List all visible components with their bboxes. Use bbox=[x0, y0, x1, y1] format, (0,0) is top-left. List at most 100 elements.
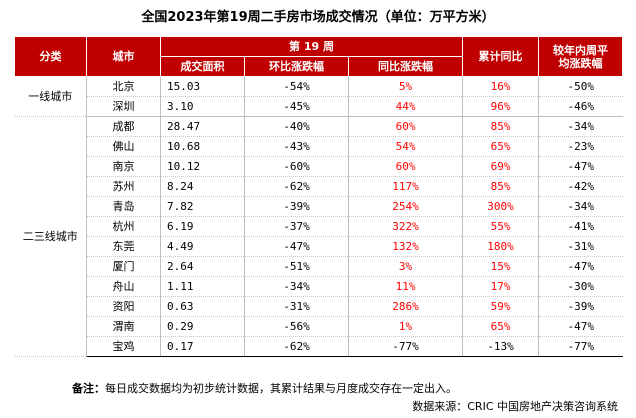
city-cell: 舟山 bbox=[86, 276, 161, 297]
yoy-cell: 60% bbox=[347, 156, 463, 177]
avg-cell: -46% bbox=[538, 96, 623, 117]
avg-cell: -39% bbox=[538, 296, 623, 317]
table-row: 资阳 0.63 -31% 286% 59% -39% bbox=[15, 296, 623, 317]
area-cell: 7.82 bbox=[160, 196, 245, 217]
avg-cell: -42% bbox=[538, 176, 623, 197]
mom-cell: -40% bbox=[244, 116, 349, 137]
area-cell: 10.12 bbox=[160, 156, 245, 177]
mom-cell: -31% bbox=[244, 296, 349, 317]
avg-cell: -50% bbox=[538, 76, 623, 97]
mom-cell: -39% bbox=[244, 196, 349, 217]
cumulative-cell: 65% bbox=[462, 136, 539, 157]
city-cell: 深圳 bbox=[86, 96, 161, 117]
mom-cell: -54% bbox=[244, 76, 349, 97]
cumulative-cell: 300% bbox=[462, 196, 539, 217]
header-mom: 环比涨跌幅 bbox=[244, 56, 349, 77]
header-avg-line2: 均涨跌幅 bbox=[558, 56, 603, 70]
table-row: 南京 10.12 -60% 60% 69% -47% bbox=[15, 156, 623, 177]
avg-cell: -77% bbox=[538, 336, 623, 357]
area-cell: 0.17 bbox=[160, 336, 245, 357]
header-row-2: 成交面积 环比涨跌幅 同比涨跌幅 bbox=[15, 56, 623, 77]
table-row: 宝鸡 0.17 -62% -77% -13% -77% bbox=[15, 336, 623, 357]
header-cumulative: 累计同比 bbox=[462, 36, 540, 77]
area-cell: 3.10 bbox=[160, 96, 245, 117]
mom-cell: -56% bbox=[244, 316, 349, 337]
area-cell: 6.19 bbox=[160, 216, 245, 237]
city-cell: 青岛 bbox=[86, 196, 161, 217]
header-category: 分类 bbox=[14, 36, 87, 77]
header-yoy: 同比涨跌幅 bbox=[347, 56, 464, 77]
cumulative-cell: -13% bbox=[462, 336, 539, 357]
header-avg: 较年内周平 均涨跌幅 bbox=[538, 36, 624, 77]
city-cell: 北京 bbox=[86, 76, 161, 97]
cumulative-cell: 180% bbox=[462, 236, 539, 257]
table-row: 二三线城市 成都 28.47 -40% 60% 85% -34% bbox=[14, 116, 623, 357]
avg-cell: -47% bbox=[538, 256, 623, 277]
mom-cell: -62% bbox=[244, 336, 349, 357]
yoy-cell: 117% bbox=[347, 176, 463, 197]
area-cell: 1.11 bbox=[160, 276, 245, 297]
avg-cell: -31% bbox=[538, 236, 623, 257]
city-cell: 杭州 bbox=[86, 216, 161, 237]
header-avg-line1: 较年内周平 bbox=[553, 43, 609, 57]
page-title: 全国2023年第19周二手房市场成交情况（单位：万平方米） bbox=[141, 10, 495, 25]
city-cell: 渭南 bbox=[86, 316, 161, 337]
mom-cell: -51% bbox=[244, 256, 349, 277]
area-cell: 28.47 bbox=[160, 116, 245, 137]
cumulative-cell: 15% bbox=[462, 256, 539, 277]
table-row: 东莞 4.49 -47% 132% 180% -31% bbox=[15, 236, 623, 257]
table-row: 渭南 0.29 -56% 1% 65% -47% bbox=[15, 316, 623, 337]
area-cell: 8.24 bbox=[160, 176, 245, 197]
table-row: 厦门 2.64 -51% 3% 15% -47% bbox=[15, 256, 623, 277]
cumulative-cell: 85% bbox=[462, 176, 539, 197]
yoy-cell: 3% bbox=[347, 256, 463, 277]
yoy-cell: 5% bbox=[347, 76, 463, 97]
category-cell: 二三线城市 bbox=[14, 116, 87, 357]
city-cell: 南京 bbox=[86, 156, 161, 177]
footnote: 备注：每日成交数据均为初步统计数据，其累计结果与月度成交存在一定出入。 bbox=[72, 380, 457, 396]
city-cell: 东莞 bbox=[86, 236, 161, 257]
table-row: 舟山 1.11 -34% 11% 17% -30% bbox=[15, 276, 623, 297]
header-week: 第 19 周 bbox=[159, 36, 464, 57]
transaction-table: 分类 城市 第 19 周 累计同比 较年内周平 均涨跌幅 成交面积 环比涨跌幅 … bbox=[14, 36, 624, 357]
yoy-cell: 11% bbox=[347, 276, 463, 297]
cumulative-cell: 59% bbox=[462, 296, 539, 317]
mom-cell: -62% bbox=[244, 176, 349, 197]
yoy-cell: 54% bbox=[347, 136, 463, 157]
area-cell: 15.03 bbox=[160, 76, 245, 97]
area-cell: 0.29 bbox=[160, 316, 245, 337]
mom-cell: -34% bbox=[244, 276, 349, 297]
yoy-cell: 44% bbox=[347, 96, 463, 117]
avg-cell: -34% bbox=[538, 196, 623, 217]
table-row: 佛山 10.68 -43% 54% 65% -23% bbox=[15, 136, 623, 157]
area-cell: 0.63 bbox=[160, 296, 245, 317]
cumulative-cell: 55% bbox=[462, 216, 539, 237]
avg-cell: -34% bbox=[538, 116, 623, 137]
table-row: 青岛 7.82 -39% 254% 300% -34% bbox=[15, 196, 623, 217]
cumulative-cell: 96% bbox=[462, 96, 539, 117]
city-cell: 佛山 bbox=[86, 136, 161, 157]
cumulative-cell: 65% bbox=[462, 316, 539, 337]
avg-cell: -23% bbox=[538, 136, 623, 157]
cumulative-cell: 17% bbox=[462, 276, 539, 297]
city-cell: 苏州 bbox=[86, 176, 161, 197]
footnote-text: 每日成交数据均为初步统计数据，其累计结果与月度成交存在一定出入。 bbox=[105, 382, 457, 395]
city-cell: 成都 bbox=[86, 116, 161, 137]
yoy-cell: 132% bbox=[347, 236, 463, 257]
header-row-1: 分类 城市 第 19 周 累计同比 较年内周平 均涨跌幅 bbox=[14, 36, 624, 77]
area-cell: 2.64 bbox=[160, 256, 245, 277]
header-city: 城市 bbox=[86, 36, 161, 77]
yoy-cell: 1% bbox=[347, 316, 463, 337]
avg-cell: -41% bbox=[538, 216, 623, 237]
table-body: 一线城市 北京 15.03 -54% 5% 16% -50% 深圳 3.10 -45% 44% 96%… bbox=[14, 76, 623, 357]
table-row: 一线城市 北京 15.03 -54% 5% 16% -50% bbox=[14, 76, 623, 117]
mom-cell: -45% bbox=[244, 96, 349, 117]
table-row: 深圳 3.10 -45% 44% 96% -46% bbox=[15, 96, 623, 117]
mom-cell: -43% bbox=[244, 136, 349, 157]
yoy-cell: 322% bbox=[347, 216, 463, 237]
avg-cell: -47% bbox=[538, 156, 623, 177]
footnote-label: 备注： bbox=[72, 382, 105, 395]
area-cell: 10.68 bbox=[160, 136, 245, 157]
table-row: 苏州 8.24 -62% 117% 85% -42% bbox=[15, 176, 623, 197]
avg-cell: -30% bbox=[538, 276, 623, 297]
